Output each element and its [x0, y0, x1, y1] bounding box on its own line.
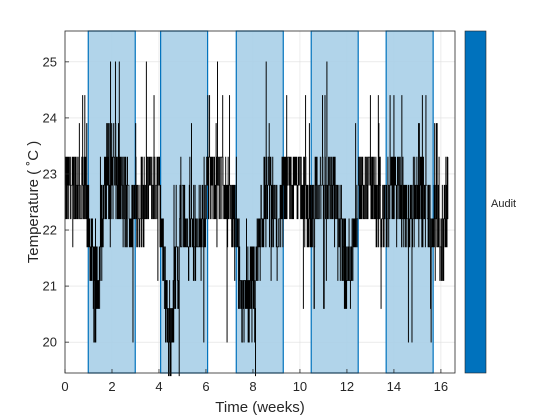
- y-axis-label: Temperature ( ˚C ): [25, 141, 42, 264]
- x-tick-label: 2: [108, 379, 115, 394]
- temperature-line: [64, 61, 449, 377]
- temperature-series: [64, 61, 449, 377]
- x-tick-label: 16: [434, 379, 448, 394]
- x-tick-label: 0: [61, 379, 68, 394]
- y-tick-label: 22: [43, 223, 57, 238]
- x-tick-label: 10: [293, 379, 307, 394]
- legend-label: Audit: [491, 198, 516, 210]
- x-tick-label: 14: [387, 379, 401, 394]
- x-tick-label: 6: [202, 379, 209, 394]
- x-tick-label: 12: [340, 379, 354, 394]
- y-tick-label: 23: [43, 166, 57, 181]
- legend-swatch: [464, 30, 487, 374]
- x-tick-label: 8: [249, 379, 256, 394]
- y-tick-label: 24: [43, 110, 57, 125]
- y-tick-label: 25: [43, 54, 57, 69]
- x-axis-label: Time (weeks): [215, 399, 304, 416]
- x-tick-label: 4: [155, 379, 162, 394]
- y-tick-label: 21: [43, 279, 57, 294]
- plot-frame: [64, 30, 456, 374]
- y-tick-label: 20: [43, 335, 57, 350]
